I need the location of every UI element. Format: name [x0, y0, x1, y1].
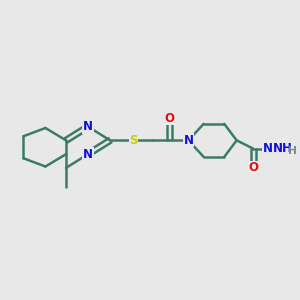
Text: N: N [184, 134, 194, 147]
Text: 2: 2 [280, 146, 286, 155]
Text: N: N [83, 148, 93, 160]
Text: O: O [248, 161, 258, 174]
Text: NH: NH [273, 142, 293, 155]
Text: N: N [83, 120, 93, 133]
Text: S: S [129, 134, 138, 147]
Text: NH: NH [262, 142, 282, 155]
Text: H: H [287, 146, 296, 156]
Text: O: O [164, 112, 174, 125]
